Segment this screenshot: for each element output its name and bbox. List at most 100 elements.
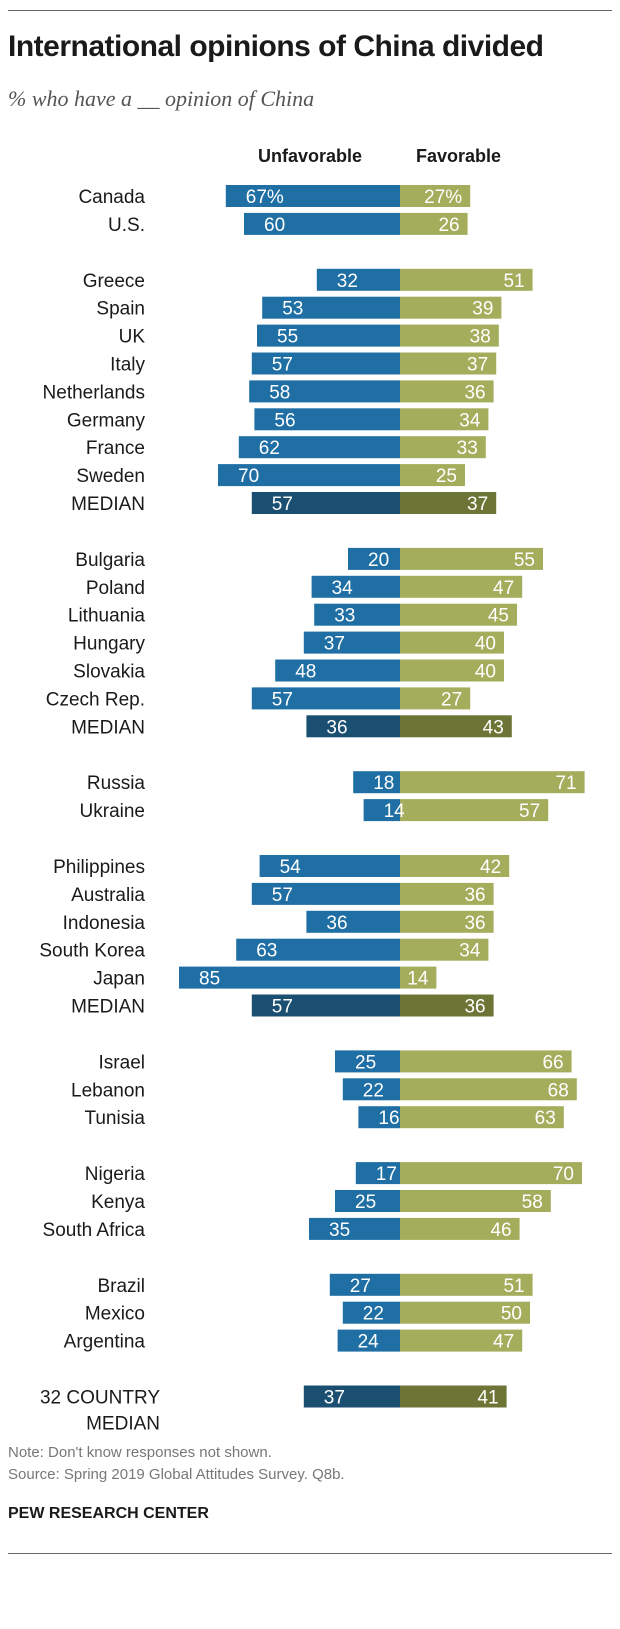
unfavorable-bar [275, 659, 400, 682]
unfavorable-bar [358, 1106, 400, 1129]
row-label: Lebanon [71, 1080, 145, 1101]
unfavorable-value-label: 33 [334, 606, 355, 627]
unfavorable-bar [342, 1301, 400, 1324]
row-label: Canada [78, 187, 145, 208]
row-label: Argentina [64, 1332, 146, 1353]
unfavorable-bar [179, 966, 400, 989]
favorable-bar [400, 380, 494, 403]
unfavorable-value-label: 58 [269, 382, 290, 403]
row-label: Lithuania [68, 606, 146, 627]
unfavorable-bar [311, 575, 400, 598]
row-label: South Korea [39, 941, 145, 962]
favorable-value-label: 58 [522, 1192, 543, 1213]
favorable-bar [400, 687, 471, 710]
favorable-bar [400, 212, 468, 235]
favorable-value-label: 38 [470, 327, 491, 348]
favorable-value-label: 37 [467, 494, 488, 515]
unfavorable-bar [342, 1078, 400, 1101]
unfavorable-bar [249, 380, 400, 403]
unfavorable-value-label: 25 [355, 1192, 376, 1213]
row-label: Greece [83, 271, 145, 292]
publisher-brand: PEW RESEARCH CENTER [8, 1505, 209, 1522]
unfavorable-bar [303, 1385, 400, 1408]
chart-subtitle: % who have a __ opinion of China [8, 86, 315, 111]
unfavorable-bar [218, 464, 400, 487]
unfavorable-bar [335, 1050, 400, 1073]
favorable-bar [400, 575, 523, 598]
unfavorable-bar [238, 436, 400, 459]
favorable-bar [400, 966, 437, 989]
unfavorable-bar [225, 185, 400, 207]
unfavorable-value-label: 63 [256, 941, 277, 962]
unfavorable-bar [251, 994, 400, 1017]
favorable-bar [400, 408, 489, 431]
favorable-value-label: 47 [493, 1332, 514, 1353]
row-label: South Africa [43, 1220, 146, 1241]
favorable-value-label: 39 [472, 299, 493, 320]
favorable-value-label: 71 [555, 773, 576, 794]
favorable-value-label: 40 [475, 662, 496, 683]
unfavorable-value-label: 18 [373, 773, 394, 794]
row-label: MEDIAN [86, 1414, 160, 1435]
unfavorable-value-label: 85 [199, 969, 220, 990]
diverging-bar-chart: 67% 27% Canada 60 26 U.S. 32 51 Greece 53 39 Spain 5… [39, 185, 585, 1435]
column-header-favorable: Favorable [416, 146, 502, 166]
row-label: Tunisia [84, 1108, 145, 1129]
favorable-value-label: 33 [457, 438, 478, 459]
row-label: U.S. [108, 215, 145, 236]
row-label: Bulgaria [75, 550, 145, 571]
row-label: Israel [99, 1052, 145, 1073]
favorable-bar [400, 994, 494, 1017]
unfavorable-value-label: 57 [272, 689, 293, 710]
row-label: Mexico [85, 1304, 145, 1325]
favorable-value-label: 57 [519, 801, 540, 822]
favorable-bar [400, 938, 489, 961]
favorable-bar [400, 1050, 572, 1073]
row-label: Japan [93, 969, 145, 990]
favorable-value-label: 45 [488, 606, 509, 627]
favorable-value-label: 55 [514, 550, 535, 571]
favorable-bar [400, 771, 585, 794]
row-label: France [86, 438, 145, 459]
unfavorable-bar [251, 352, 400, 375]
favorable-value-label: 42 [480, 857, 501, 878]
unfavorable-value-label: 57 [272, 885, 293, 906]
favorable-value-label: 26 [438, 215, 459, 236]
unfavorable-bar [314, 603, 400, 626]
row-label: MEDIAN [71, 717, 145, 738]
unfavorable-value-label: 56 [274, 410, 295, 431]
unfavorable-bar [355, 1162, 400, 1185]
favorable-value-label: 41 [477, 1388, 498, 1409]
favorable-bar [400, 603, 517, 626]
unfavorable-value-label: 37 [324, 1388, 345, 1409]
favorable-bar [400, 492, 497, 514]
row-label: Kenya [91, 1192, 145, 1213]
row-label: UK [119, 327, 146, 348]
favorable-value-label: 43 [483, 717, 504, 738]
unfavorable-value-label: 22 [363, 1080, 384, 1101]
column-header-unfavorable: Unfavorable [258, 146, 363, 166]
row-label: MEDIAN [71, 494, 145, 515]
bottom-rule [8, 1553, 612, 1554]
row-label: Spain [96, 299, 145, 320]
unfavorable-value-label: 32 [337, 271, 358, 292]
unfavorable-value-label: 54 [280, 857, 302, 878]
unfavorable-bar [316, 268, 400, 291]
favorable-value-label: 36 [464, 382, 485, 403]
favorable-bar [400, 185, 471, 207]
unfavorable-bar [329, 1273, 400, 1296]
favorable-bar [400, 1217, 520, 1240]
favorable-value-label: 36 [464, 913, 485, 934]
unfavorable-value-label: 62 [259, 438, 280, 459]
unfavorable-bar [337, 1329, 400, 1352]
unfavorable-value-label: 57 [272, 355, 293, 376]
favorable-value-label: 40 [475, 634, 496, 655]
favorable-value-label: 47 [493, 578, 514, 599]
favorable-bar [400, 1190, 551, 1212]
unfavorable-value-label: 70 [238, 466, 259, 487]
favorable-bar [400, 296, 502, 319]
favorable-value-label: 36 [464, 997, 485, 1018]
unfavorable-value-label: 37 [324, 634, 345, 655]
favorable-value-label: 27% [424, 187, 462, 208]
favorable-value-label: 66 [542, 1052, 563, 1073]
